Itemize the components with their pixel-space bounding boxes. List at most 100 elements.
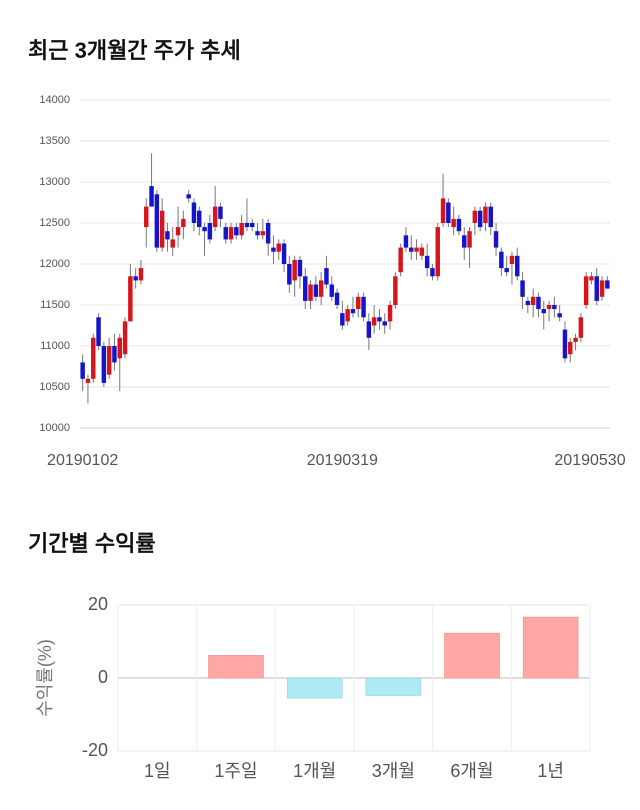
candle-body — [271, 247, 276, 252]
candle-body — [85, 378, 91, 383]
candle-body — [515, 255, 520, 277]
candle-body — [605, 280, 610, 289]
candle-body — [154, 194, 160, 248]
candle-body — [350, 309, 356, 314]
candle-body — [446, 202, 451, 223]
candle-body — [573, 337, 578, 342]
candle-body — [382, 321, 387, 326]
candle-body — [467, 231, 472, 248]
candle-body — [462, 235, 467, 248]
candle-body — [525, 300, 531, 305]
y-tick-label: 13500 — [39, 135, 70, 147]
candle-body — [234, 227, 239, 236]
candle-body — [244, 223, 250, 228]
candle-body — [334, 292, 340, 305]
candle-body — [477, 210, 483, 228]
candle-body — [509, 255, 515, 264]
candle-body — [239, 223, 244, 236]
candle-body — [366, 321, 372, 338]
chart-title: 최근 3개월간 주가 추세 — [28, 38, 241, 63]
candle-body — [583, 276, 589, 305]
y-tick-label: 14000 — [39, 94, 70, 106]
candle-body — [165, 231, 170, 240]
y-tick-label: -20 — [82, 740, 108, 760]
candle-body — [451, 218, 456, 228]
candle-body — [329, 284, 334, 297]
candle-body — [493, 231, 499, 248]
candle-body — [112, 346, 117, 363]
candle-body — [414, 247, 419, 252]
candle-body — [568, 341, 573, 355]
candle-body — [409, 247, 414, 252]
candle-body — [377, 317, 382, 322]
candle-body — [504, 268, 509, 273]
candle-body — [223, 227, 228, 240]
candle-body — [303, 276, 308, 301]
candle-body — [552, 305, 557, 310]
candle-body — [398, 247, 403, 273]
bar — [444, 632, 500, 679]
candle-body — [589, 276, 594, 281]
x-tick-label: 1개월 — [293, 761, 336, 781]
candle-body — [308, 284, 313, 301]
candle-body — [430, 268, 435, 277]
candle-body — [149, 186, 154, 207]
candle-body — [265, 223, 271, 244]
candle-body — [101, 346, 107, 383]
candle-body — [403, 235, 409, 248]
candle-body — [212, 206, 218, 228]
candle-body — [546, 305, 552, 310]
candle-body — [483, 206, 488, 223]
candle-body — [324, 268, 329, 285]
candle-body — [80, 362, 85, 379]
y-tick-label: 0 — [98, 667, 108, 687]
bar — [208, 655, 264, 679]
candle-body — [440, 198, 446, 223]
y-tick-label: 10500 — [39, 381, 70, 393]
candle-body — [472, 210, 478, 223]
candle-body — [159, 210, 165, 248]
x-tick-label: 6개월 — [450, 761, 493, 781]
x-tick-label: 3개월 — [372, 761, 415, 781]
candle-body — [96, 317, 101, 346]
x-tick-label: 1일 — [144, 761, 171, 781]
candle-body — [499, 251, 504, 269]
bar — [286, 677, 343, 699]
y-tick-label: 10000 — [39, 422, 70, 434]
candle-body — [181, 218, 186, 228]
x-tick-label: 20190102 — [47, 452, 118, 469]
candle-body — [318, 280, 324, 297]
candle-body — [281, 243, 287, 264]
y-tick-label: 12500 — [39, 217, 70, 229]
candle-body — [536, 296, 541, 310]
candle-body — [186, 194, 191, 199]
candle-body — [371, 317, 377, 326]
bar — [365, 677, 422, 696]
candle-body — [287, 264, 292, 285]
candle-body — [197, 210, 202, 228]
x-tick-label: 20190530 — [554, 452, 625, 469]
candle-body — [228, 227, 234, 240]
candle-body — [138, 268, 144, 281]
y-tick-label: 12000 — [39, 258, 70, 270]
y-axis-label: 수익률(%) — [35, 639, 55, 717]
candle-body — [170, 239, 175, 248]
candle-body — [520, 280, 525, 297]
x-tick-label: 1년 — [537, 761, 564, 781]
candle-body — [578, 317, 584, 338]
candle-body — [530, 296, 536, 305]
candle-body — [345, 309, 350, 322]
candle-body — [207, 223, 213, 240]
candle-body — [250, 223, 255, 228]
candle-body — [117, 337, 122, 359]
candle-body — [313, 284, 319, 297]
candle-body — [435, 227, 440, 277]
candle-body — [456, 218, 462, 232]
candle-body — [541, 309, 546, 314]
candle-body — [356, 296, 361, 310]
candle-body — [144, 206, 149, 228]
x-tick-label: 1주일 — [214, 761, 257, 781]
bar — [522, 616, 579, 679]
y-tick-label: 13000 — [39, 176, 70, 188]
